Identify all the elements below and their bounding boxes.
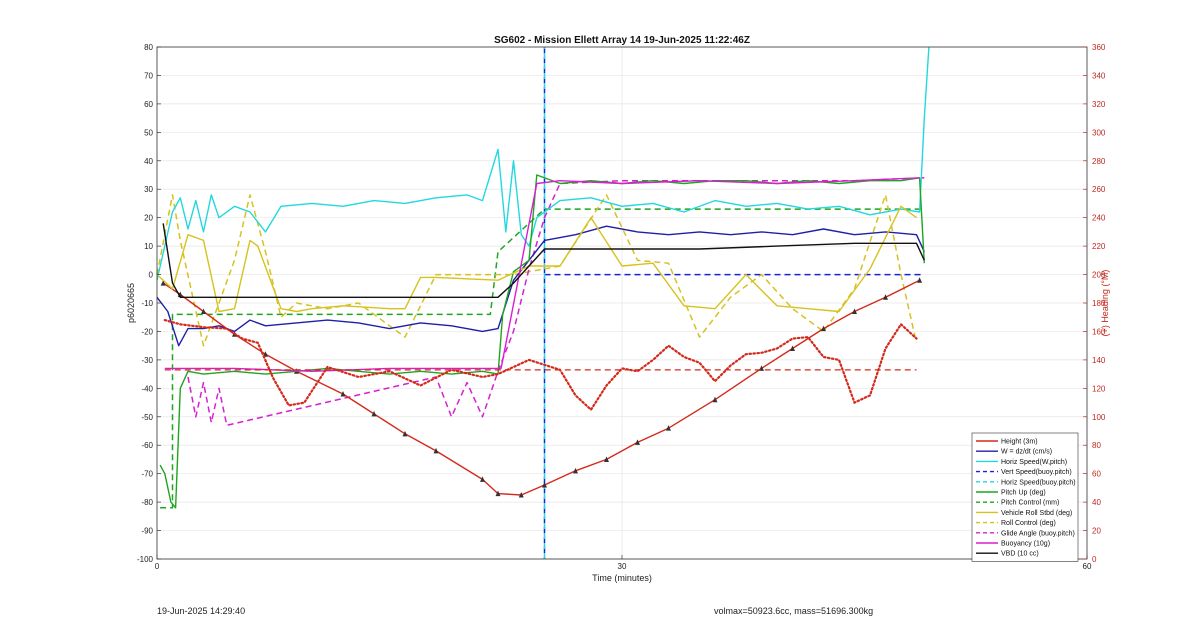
- legend-label-4: Horiz Speed(buoy.pitch): [1001, 479, 1076, 486]
- y-tick-label-10: 0: [149, 271, 154, 280]
- y2-tick-label-1: 20: [1092, 527, 1101, 536]
- height-marker-8: [402, 430, 408, 437]
- heading-line: [163, 319, 918, 412]
- y2-tick-label-0: 0: [1092, 555, 1097, 564]
- heading-series-layer: [163, 319, 918, 412]
- y2-tick-label-15: 300: [1092, 128, 1106, 137]
- y-tick-label-9: -10: [141, 299, 153, 308]
- y-tick-label-6: -40: [141, 384, 153, 393]
- footer-volmax: volmax=50923.6cc, mass=51696.300kg: [714, 606, 874, 616]
- y-tick-label-12: 20: [144, 214, 153, 223]
- y-tick-label-7: -30: [141, 356, 153, 365]
- legend-label-11: VBD (10 cc): [1001, 551, 1039, 558]
- legend-label-9: Glide Angle (buoy.pitch): [1001, 530, 1075, 537]
- legend-label-2: Horiz Speed(W,pitch): [1001, 459, 1067, 466]
- x-axis-ticks: 0 30 60: [155, 555, 1092, 571]
- y2-tick-label-14: 280: [1092, 157, 1106, 166]
- series-layer: [156, 46, 930, 509]
- y2-tick-label-3: 60: [1092, 470, 1101, 479]
- right-axis-ticks: 0 20 40 60 80 100 120 140 160 180 200 220 240 260 280 3…: [1083, 43, 1106, 564]
- legend-label-3: Vert Speed(buoy.pitch): [1001, 469, 1072, 476]
- height-marker-20: [790, 345, 795, 352]
- footer-timestamp: 19-Jun-2025 14:29:40: [157, 606, 246, 616]
- y2-tick-label-5: 100: [1092, 413, 1106, 422]
- y2-axis-label: (+) Heading (°M): [1100, 270, 1110, 337]
- y2-tick-label-12: 240: [1092, 214, 1106, 223]
- series-line-10: [164, 177, 920, 372]
- y2-tick-label-2: 40: [1092, 498, 1101, 507]
- series-line-7: [156, 205, 917, 313]
- height-marker-17: [666, 425, 671, 431]
- y-tick-label-0: -100: [137, 555, 154, 564]
- y-tick-label-8: -20: [141, 327, 153, 336]
- height-marker-21: [821, 325, 826, 332]
- legend: Height (3m) W = dz/dt (cm/s) Horiz Speed(W…: [971, 432, 1079, 562]
- legend-label-7: Vehicle Roll Stbd (deg): [1001, 510, 1072, 517]
- height-marker-14: [573, 467, 578, 474]
- height-marker-0: [160, 280, 166, 286]
- y-tick-label-15: 50: [144, 128, 153, 137]
- y-tick-label-18: 80: [144, 43, 153, 52]
- height-marker-7: [371, 410, 377, 417]
- y-tick-label-14: 40: [144, 157, 153, 166]
- left-axis-ticks: -100-90-80-70-60-50-40-30-20-10010203040…: [137, 43, 161, 564]
- x-tick-label-1: 30: [618, 562, 627, 571]
- y2-tick-label-4: 80: [1092, 441, 1101, 450]
- x-tick-label-0: 0: [155, 562, 160, 571]
- y-tick-label-16: 60: [144, 100, 153, 109]
- height-marker-4: [263, 351, 268, 357]
- y-tick-label-13: 30: [144, 185, 153, 194]
- y-tick-label-1: -90: [141, 527, 153, 536]
- y2-tick-label-16: 320: [1092, 100, 1106, 109]
- y-axis-label: p6020665: [126, 283, 136, 323]
- height-marker-16: [635, 439, 640, 445]
- height-marker-15: [604, 456, 609, 462]
- series-line-11: [162, 223, 925, 298]
- legend-label-1: W = dz/dt (cm/s): [1001, 449, 1052, 456]
- y-tick-label-2: -80: [141, 498, 153, 507]
- y-tick-label-4: -60: [141, 441, 153, 450]
- y2-tick-label-17: 340: [1092, 71, 1106, 80]
- legend-label-8: Roll Control (deg): [1001, 520, 1056, 527]
- series-line-6: [160, 208, 925, 509]
- y2-tick-label-6: 120: [1092, 384, 1106, 393]
- height-marker-12: [518, 492, 524, 498]
- height-marker-9: [433, 447, 439, 454]
- series-line-0: [162, 279, 920, 496]
- series-line-8: [156, 194, 918, 347]
- y2-tick-label-8: 160: [1092, 327, 1106, 336]
- height-marker-13: [542, 482, 547, 488]
- y-tick-label-5: -50: [141, 413, 153, 422]
- height-marker-2: [201, 308, 206, 315]
- height-marker-11: [495, 490, 501, 497]
- y-tick-label-11: 10: [144, 242, 153, 251]
- chart-title: SG602 - Mission Ellett Array 14 19-Jun-2…: [494, 35, 750, 46]
- x-tick-label-2: 60: [1083, 562, 1092, 571]
- y2-tick-label-11: 220: [1092, 242, 1106, 251]
- x-axis-label: Time (minutes): [592, 573, 652, 583]
- y2-tick-label-13: 260: [1092, 185, 1106, 194]
- y-tick-label-17: 70: [144, 71, 153, 80]
- height-marker-6: [340, 391, 346, 397]
- height-marker-18: [712, 396, 718, 403]
- legend-label-6: Pitch Control (mm): [1001, 500, 1059, 507]
- series-line-2: [156, 46, 930, 281]
- y2-tick-label-9: 180: [1092, 299, 1106, 308]
- y2-tick-label-18: 360: [1092, 43, 1106, 52]
- y2-tick-label-10: 200: [1092, 271, 1106, 280]
- height-marker-23: [883, 294, 888, 300]
- height-marker-10: [480, 476, 485, 482]
- height-marker-22: [852, 308, 857, 315]
- legend-label-5: Pitch Up (deg): [1001, 490, 1046, 497]
- legend-box: [971, 432, 1079, 562]
- y2-tick-label-7: 140: [1092, 356, 1106, 365]
- y-tick-label-3: -70: [141, 470, 153, 479]
- legend-label-10: Buoyancy (10g): [1001, 541, 1050, 548]
- height-marker-24: [917, 277, 923, 283]
- legend-label-0: Height (3m): [1001, 439, 1038, 446]
